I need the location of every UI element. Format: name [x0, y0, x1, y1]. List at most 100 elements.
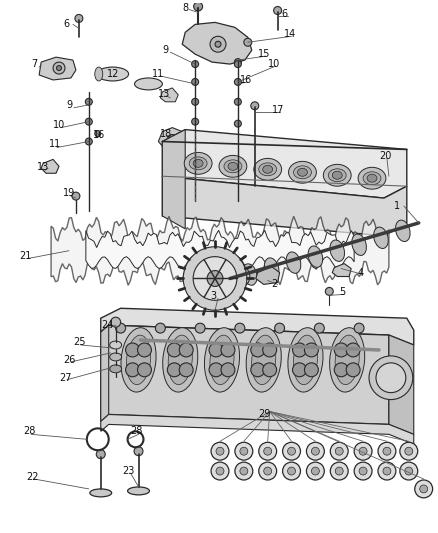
Ellipse shape: [293, 166, 311, 179]
Circle shape: [311, 467, 319, 475]
Circle shape: [251, 363, 265, 377]
Circle shape: [283, 462, 300, 480]
Ellipse shape: [265, 258, 279, 279]
Circle shape: [207, 271, 223, 286]
Ellipse shape: [332, 171, 342, 179]
Circle shape: [193, 257, 237, 300]
Circle shape: [383, 447, 391, 455]
Circle shape: [167, 134, 177, 144]
Circle shape: [234, 78, 241, 85]
Ellipse shape: [286, 252, 301, 273]
Ellipse shape: [224, 160, 242, 173]
Ellipse shape: [328, 169, 346, 182]
Circle shape: [335, 447, 343, 455]
Polygon shape: [332, 264, 351, 277]
Circle shape: [192, 78, 198, 85]
Text: 28: 28: [131, 426, 143, 437]
Ellipse shape: [246, 328, 281, 392]
Ellipse shape: [205, 328, 240, 392]
Ellipse shape: [330, 240, 345, 261]
Circle shape: [376, 363, 406, 393]
Circle shape: [307, 462, 324, 480]
Ellipse shape: [134, 78, 162, 90]
Circle shape: [400, 462, 418, 480]
Circle shape: [195, 323, 205, 333]
Ellipse shape: [90, 489, 112, 497]
Circle shape: [192, 61, 198, 68]
Circle shape: [311, 447, 319, 455]
Circle shape: [234, 120, 241, 127]
Circle shape: [275, 323, 285, 333]
Circle shape: [354, 442, 372, 460]
Ellipse shape: [95, 67, 103, 81]
Text: 5: 5: [339, 287, 346, 297]
Circle shape: [359, 447, 367, 455]
Text: 26: 26: [63, 355, 75, 365]
Ellipse shape: [330, 328, 365, 392]
Text: 7: 7: [31, 59, 37, 69]
Circle shape: [251, 343, 265, 357]
Circle shape: [215, 41, 221, 47]
Circle shape: [240, 447, 248, 455]
Ellipse shape: [352, 234, 367, 255]
Polygon shape: [41, 159, 59, 173]
Polygon shape: [160, 88, 178, 102]
Ellipse shape: [254, 158, 282, 180]
Ellipse shape: [263, 165, 273, 173]
Circle shape: [85, 98, 92, 106]
Text: 13: 13: [37, 163, 49, 172]
Ellipse shape: [252, 335, 276, 385]
Circle shape: [263, 363, 277, 377]
Circle shape: [96, 450, 105, 459]
Circle shape: [334, 363, 348, 377]
Text: 2: 2: [272, 279, 278, 289]
Circle shape: [167, 343, 181, 357]
Circle shape: [263, 343, 277, 357]
Text: 15: 15: [258, 49, 270, 59]
Text: 27: 27: [59, 373, 71, 383]
Circle shape: [57, 66, 61, 70]
Circle shape: [216, 447, 224, 455]
Circle shape: [209, 363, 223, 377]
Circle shape: [378, 442, 396, 460]
Text: 6: 6: [282, 10, 288, 19]
Polygon shape: [101, 325, 109, 422]
Text: 22: 22: [26, 472, 39, 482]
Circle shape: [95, 131, 101, 136]
Circle shape: [330, 442, 348, 460]
Circle shape: [85, 118, 92, 125]
Ellipse shape: [110, 353, 122, 361]
Ellipse shape: [308, 246, 323, 268]
Ellipse shape: [193, 159, 203, 167]
Polygon shape: [101, 325, 389, 424]
Circle shape: [134, 447, 143, 456]
Circle shape: [235, 462, 253, 480]
Ellipse shape: [162, 328, 198, 392]
Circle shape: [179, 343, 193, 357]
Text: 9: 9: [162, 45, 169, 55]
Ellipse shape: [323, 164, 351, 186]
Circle shape: [211, 442, 229, 460]
Text: 18: 18: [160, 128, 173, 139]
Circle shape: [354, 462, 372, 480]
Circle shape: [288, 467, 296, 475]
Circle shape: [378, 462, 396, 480]
Circle shape: [251, 102, 259, 110]
Circle shape: [420, 485, 427, 493]
Text: 23: 23: [123, 466, 135, 476]
Circle shape: [293, 363, 307, 377]
Circle shape: [283, 442, 300, 460]
Circle shape: [259, 442, 277, 460]
Circle shape: [234, 98, 241, 106]
Circle shape: [335, 467, 343, 475]
Ellipse shape: [297, 168, 307, 176]
Ellipse shape: [219, 156, 247, 177]
Ellipse shape: [288, 328, 323, 392]
Text: 14: 14: [283, 29, 296, 39]
Text: 21: 21: [19, 251, 32, 261]
Circle shape: [415, 480, 433, 498]
Text: 13: 13: [159, 89, 171, 99]
Circle shape: [209, 343, 223, 357]
Circle shape: [221, 363, 235, 377]
Polygon shape: [162, 130, 185, 229]
